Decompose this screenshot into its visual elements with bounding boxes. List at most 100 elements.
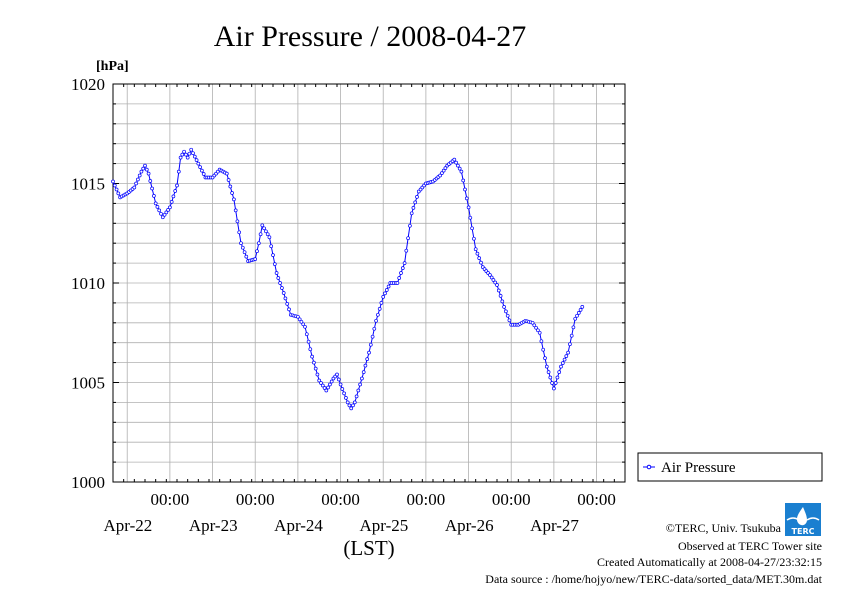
data-point — [553, 381, 558, 385]
data-point — [200, 168, 204, 173]
data-point — [344, 396, 348, 400]
data-point — [272, 262, 277, 266]
data-point — [160, 215, 165, 220]
data-point — [185, 155, 190, 160]
data-point — [232, 197, 236, 202]
data-point — [404, 248, 409, 253]
data-point — [230, 191, 234, 195]
data-point — [576, 311, 581, 315]
data-point — [255, 249, 259, 254]
data-point — [303, 324, 307, 329]
data-point — [116, 191, 121, 196]
x-tick-label-time: 00:00 — [236, 490, 275, 509]
data-point — [496, 288, 501, 293]
data-point — [386, 284, 391, 289]
data-point — [379, 301, 384, 305]
x-tick-label-date: Apr-27 — [530, 516, 579, 535]
credit-observed: Observed at TERC Tower site — [678, 539, 822, 553]
data-point — [281, 291, 286, 295]
data-point — [397, 276, 402, 280]
data-point — [322, 386, 327, 390]
data-point — [237, 230, 242, 235]
data-point — [488, 273, 492, 277]
y-axis-ticks: 1000 1005 1010 1015 1020 — [71, 75, 625, 492]
data-point — [235, 219, 240, 224]
data-point — [457, 166, 462, 171]
data-point — [306, 339, 311, 344]
data-point — [260, 223, 265, 228]
data-point — [224, 171, 229, 176]
data-point — [400, 266, 405, 270]
data-point — [336, 377, 341, 382]
data-point — [184, 152, 188, 157]
data-point — [176, 169, 181, 174]
data-point — [301, 322, 306, 327]
data-point — [132, 185, 137, 190]
data-point — [178, 155, 183, 160]
data-point — [139, 169, 144, 174]
data-point — [310, 354, 314, 359]
data-point — [443, 166, 448, 170]
data-point — [162, 212, 167, 217]
data-point — [383, 291, 387, 296]
data-point — [363, 363, 368, 368]
data-point — [153, 201, 158, 206]
data-point — [345, 400, 350, 405]
data-point — [546, 370, 551, 374]
data-point — [491, 278, 496, 282]
data-point — [537, 330, 542, 335]
data-point — [381, 295, 386, 299]
data-point — [470, 226, 474, 231]
data-point — [566, 350, 570, 355]
data-point — [395, 281, 400, 285]
plot-area-border — [112, 83, 626, 483]
data-point — [377, 307, 382, 311]
data-point — [285, 302, 290, 306]
data-point — [543, 356, 547, 360]
data-point — [312, 360, 316, 365]
data-point — [192, 154, 197, 159]
series-line — [112, 148, 583, 410]
data-point — [475, 251, 480, 256]
data-point — [463, 187, 467, 192]
data-point — [360, 376, 364, 381]
y-tick-label: 1005 — [71, 374, 105, 393]
data-point — [550, 381, 554, 385]
data-point — [189, 147, 194, 152]
data-point — [354, 394, 359, 399]
x-axis-label: (LST) — [343, 536, 394, 560]
data-point — [411, 206, 416, 210]
data-point — [168, 205, 172, 210]
data-point — [324, 388, 329, 393]
data-point — [335, 372, 339, 377]
data-point — [313, 366, 318, 371]
data-point — [267, 235, 272, 240]
credit-created: Created Automatically at 2008-04-27/23:3… — [597, 555, 822, 569]
data-point — [143, 163, 147, 168]
data-point — [194, 158, 199, 162]
data-point — [505, 313, 510, 318]
data-point — [365, 357, 370, 361]
data-point — [456, 163, 460, 168]
data-point — [264, 229, 268, 234]
data-point — [352, 400, 357, 405]
x-tick-label-date: Apr-22 — [104, 516, 153, 535]
data-point — [315, 372, 320, 377]
data-point — [413, 200, 418, 205]
data-point — [541, 347, 546, 352]
data-point — [326, 385, 330, 390]
data-point — [415, 195, 419, 199]
data-point — [278, 281, 282, 285]
legend-marker-sample — [646, 464, 652, 470]
data-point — [347, 403, 352, 408]
data-point — [580, 305, 585, 309]
data-point — [548, 375, 553, 380]
data-point — [340, 387, 345, 391]
data-point — [297, 317, 302, 322]
data-point — [356, 388, 361, 393]
data-point — [317, 378, 322, 383]
data-point — [226, 178, 231, 182]
series-group — [111, 147, 585, 411]
data-point — [454, 160, 458, 165]
